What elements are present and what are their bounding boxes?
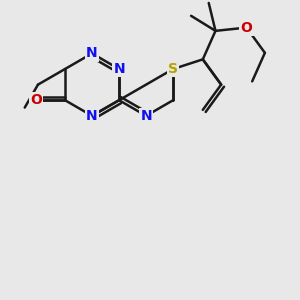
Text: N: N (140, 109, 152, 123)
Text: N: N (86, 46, 98, 60)
Text: N: N (113, 62, 125, 76)
Text: N: N (86, 109, 98, 123)
Text: S: S (168, 62, 178, 76)
Text: O: O (30, 93, 42, 107)
Text: O: O (241, 21, 253, 34)
